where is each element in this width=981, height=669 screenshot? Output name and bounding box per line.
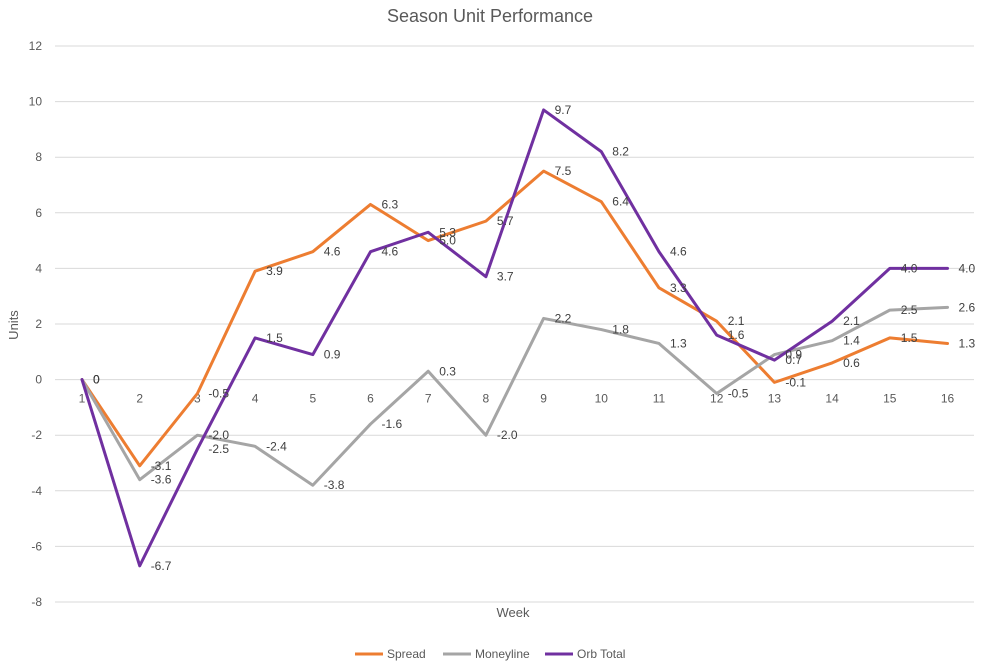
x-tick-label: 15: [883, 392, 897, 406]
data-label: 4.6: [324, 245, 341, 259]
data-label: 4.6: [382, 245, 399, 259]
series-lines: [80, 108, 949, 568]
x-axis-title: Week: [497, 605, 530, 620]
data-label: 4.6: [670, 245, 687, 259]
data-label: 5.7: [497, 214, 514, 228]
data-label: -3.8: [324, 478, 345, 492]
data-label: -0.5: [208, 387, 229, 401]
data-label: 5.0: [439, 234, 456, 248]
data-label: 6.4: [612, 195, 629, 209]
data-label: -0.5: [728, 387, 749, 401]
data-labels: 0 -3.1 -0.5 3.9 4.6 6.3 5.0 5.7 7.5 6.4 3.3 2.1 -0.1…: [93, 103, 976, 573]
y-tick-label: -8: [31, 595, 42, 609]
x-tick-label: 9: [540, 392, 547, 406]
data-label: 2.1: [843, 314, 860, 328]
x-axis-ticks: 1 2 3 4 5 6 7 8 9 10 11 12 13 14 15 16: [79, 392, 955, 406]
data-label: 6.3: [382, 197, 399, 211]
x-tick-label: 4: [252, 392, 259, 406]
data-label: 9.7: [555, 103, 572, 117]
legend-label: Moneyline: [475, 647, 530, 661]
data-label: 0.3: [439, 364, 456, 378]
y-tick-label: 12: [29, 39, 43, 53]
y-tick-label: 6: [35, 206, 42, 220]
series-line-moneyline: [80, 305, 949, 487]
legend-item: Spread: [355, 647, 426, 661]
y-axis-ticks: 12 10 8 6 4 2 0 -2 -4 -6 -8: [29, 39, 43, 609]
x-tick-label: 16: [941, 392, 955, 406]
legend-label: Orb Total: [577, 647, 625, 661]
data-label: 8.2: [612, 145, 629, 159]
data-label: -3.6: [151, 473, 172, 487]
y-tick-label: 10: [29, 95, 43, 109]
legend-item: Moneyline: [443, 647, 530, 661]
data-label: -2.5: [208, 442, 229, 456]
y-tick-label: -6: [31, 539, 42, 553]
chart-title: Season Unit Performance: [387, 6, 593, 26]
data-label: 7.5: [555, 164, 572, 178]
legend: Spread Moneyline Orb Total: [355, 647, 625, 661]
data-label: 5.3: [439, 225, 456, 239]
data-label: 2.6: [959, 300, 976, 314]
data-label: -2.0: [208, 428, 229, 442]
y-axis-title: Units: [6, 310, 21, 340]
data-label: 0: [93, 373, 100, 387]
data-label: 1.8: [612, 323, 629, 337]
data-label: 3.9: [266, 264, 283, 278]
data-label: 0: [93, 373, 100, 387]
data-label: 3.3: [670, 281, 687, 295]
x-tick-label: 5: [309, 392, 316, 406]
data-label: 3.7: [497, 270, 514, 284]
data-label: 2.2: [555, 311, 572, 325]
data-label: -1.6: [382, 417, 403, 431]
y-tick-label: -4: [31, 484, 42, 498]
data-label: 2.1: [728, 314, 745, 328]
data-label: 0.6: [843, 356, 860, 370]
data-label: 1.5: [901, 331, 918, 345]
data-label: 1.5: [266, 331, 283, 345]
y-tick-label: 8: [35, 150, 42, 164]
x-tick-label: 7: [425, 392, 432, 406]
x-tick-label: 2: [136, 392, 143, 406]
data-label: 4.0: [901, 261, 918, 275]
y-tick-label: 4: [35, 261, 42, 275]
data-label: 0: [93, 373, 100, 387]
y-tick-label: 2: [35, 317, 42, 331]
data-label: 0.9: [324, 348, 341, 362]
data-label: 1.3: [670, 336, 687, 350]
y-tick-label: 0: [35, 373, 42, 387]
x-tick-label: 12: [710, 392, 724, 406]
data-label: 1.6: [728, 328, 745, 342]
data-label: 0.9: [785, 348, 802, 362]
data-label: -0.1: [785, 375, 806, 389]
x-tick-label: 3: [194, 392, 201, 406]
x-tick-label: 8: [483, 392, 490, 406]
data-label: -6.7: [151, 559, 172, 573]
data-label: 0.7: [785, 353, 802, 367]
data-label: 2.5: [901, 303, 918, 317]
data-label: 1.3: [959, 336, 976, 350]
series-line-orb-total: [80, 108, 949, 568]
data-label: -2.4: [266, 439, 287, 453]
x-tick-label: 6: [367, 392, 374, 406]
legend-label: Spread: [387, 647, 426, 661]
legend-item: Orb Total: [545, 647, 625, 661]
y-tick-label: -2: [31, 428, 42, 442]
x-tick-label: 13: [768, 392, 782, 406]
data-label: -2.0: [497, 428, 518, 442]
data-label: 1.4: [843, 334, 860, 348]
x-tick-label: 1: [79, 392, 86, 406]
data-label: -3.1: [151, 459, 172, 473]
gridlines: [55, 45, 974, 603]
data-label: 4.0: [959, 261, 976, 275]
x-tick-label: 14: [825, 392, 839, 406]
x-tick-label: 11: [653, 392, 666, 406]
x-tick-label: 10: [595, 392, 609, 406]
